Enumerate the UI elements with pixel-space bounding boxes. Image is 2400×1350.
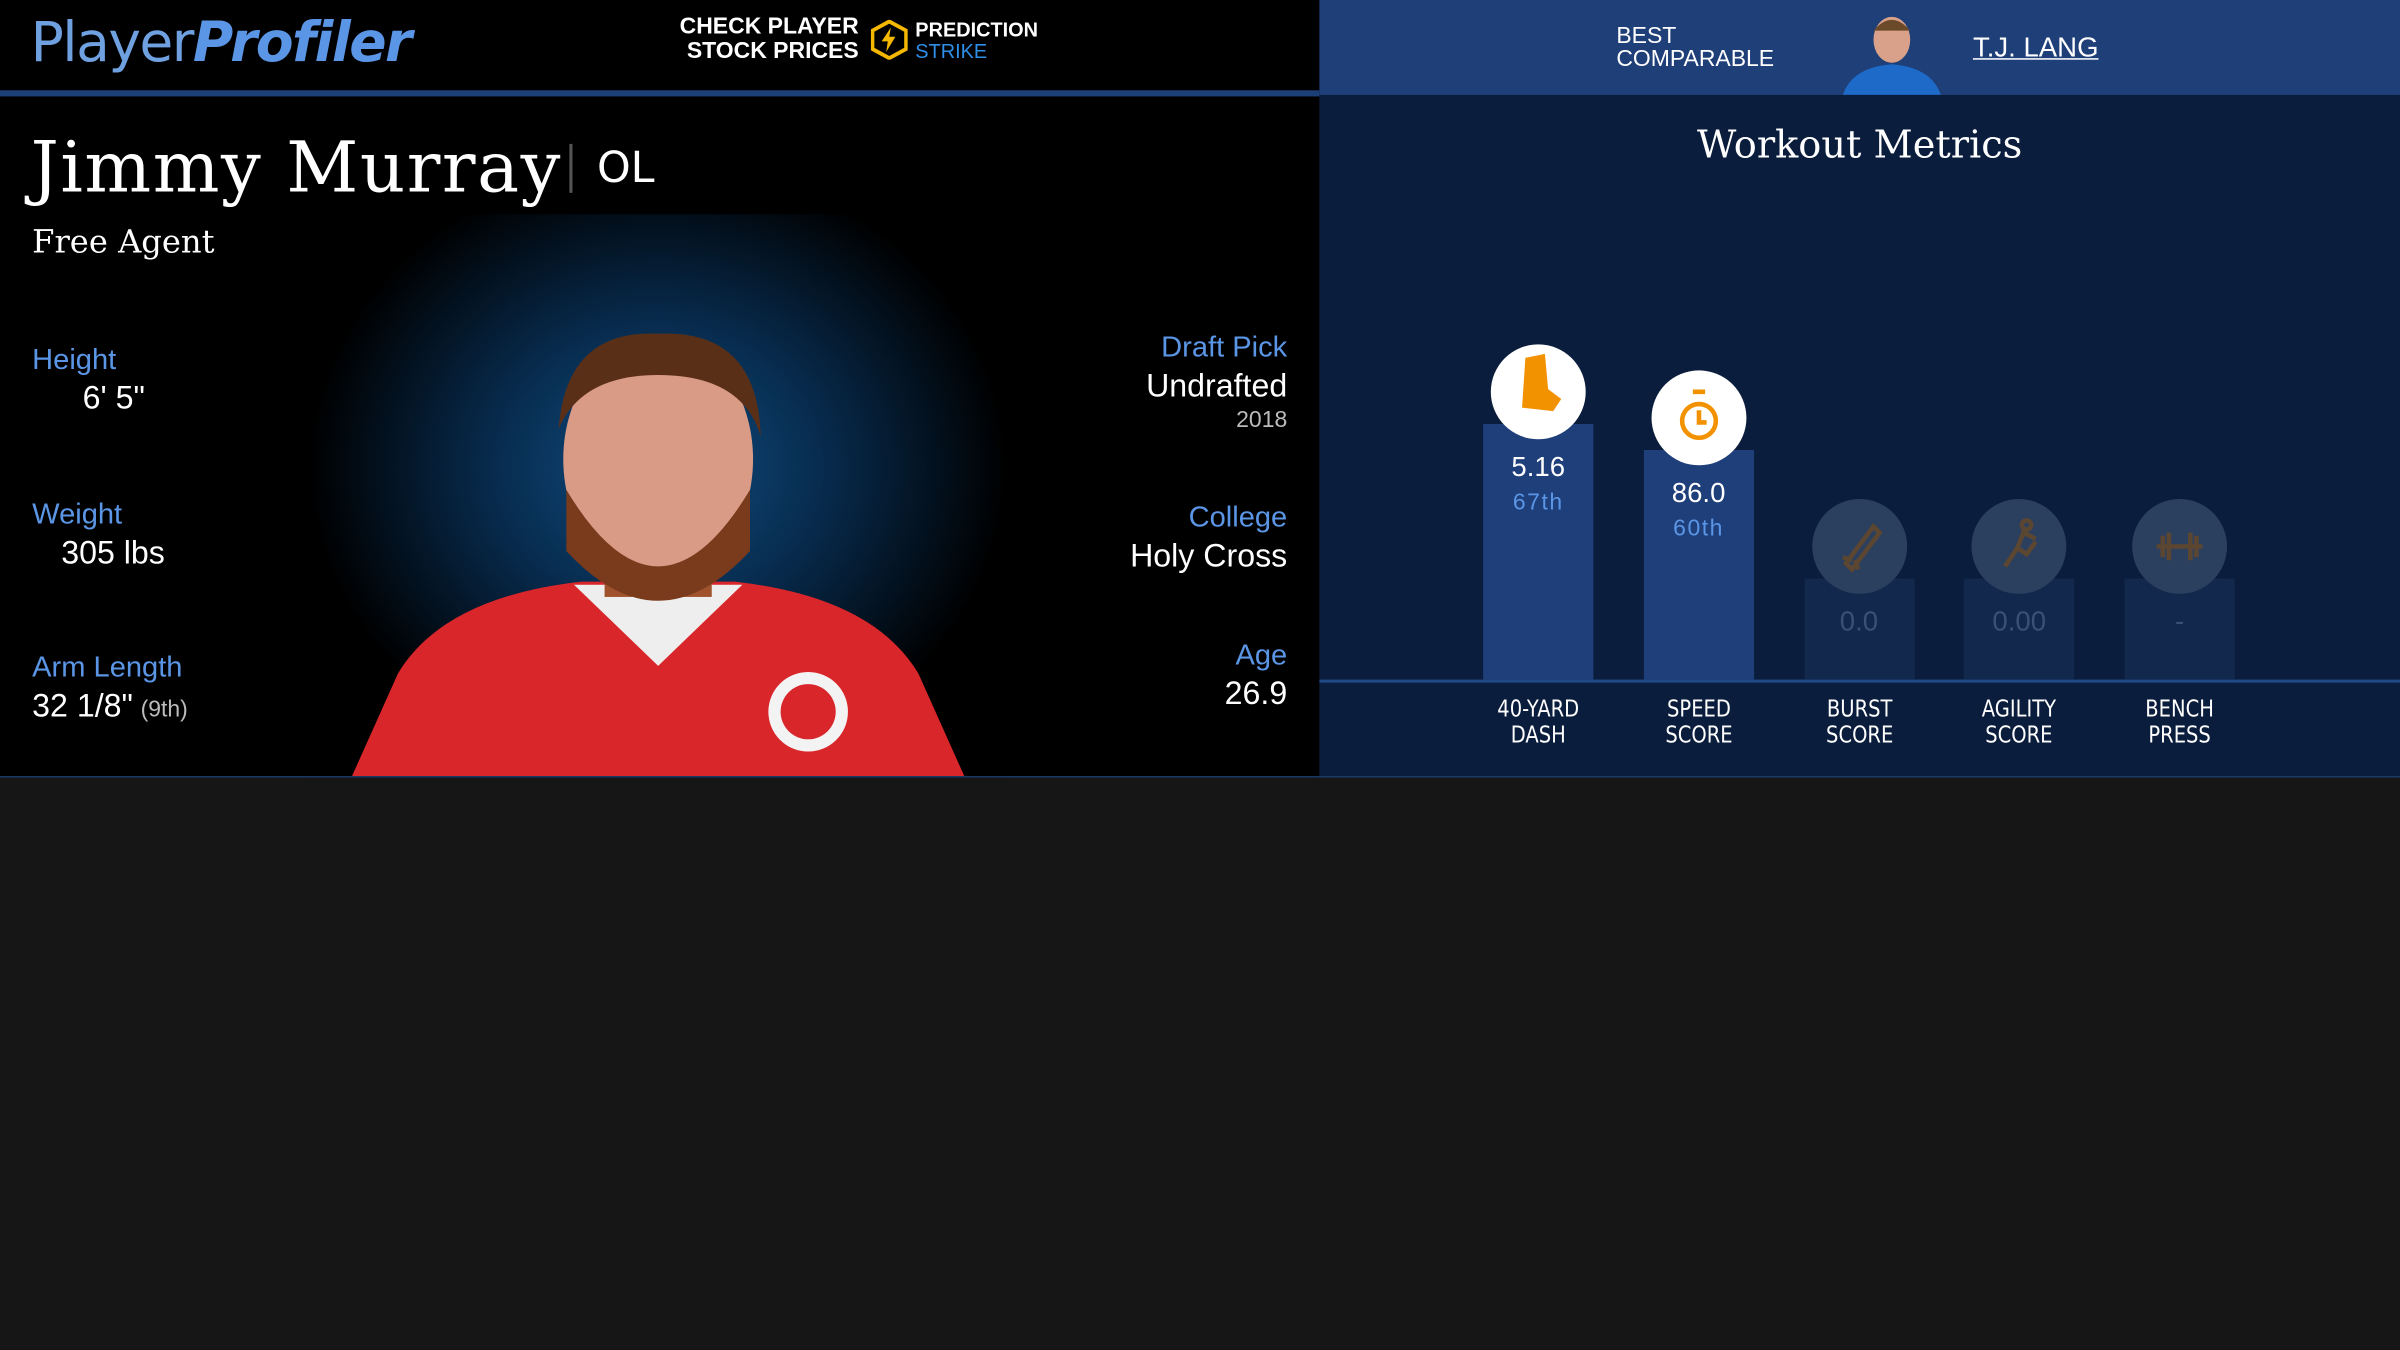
comparable-text: BEST: [1616, 22, 1677, 49]
metric-bar: [1643, 449, 1754, 680]
logo-text: Profiler: [192, 12, 412, 75]
metric-value: 0.0: [1839, 606, 1879, 637]
stat-value: 6' 5": [83, 381, 145, 418]
icon-glyph: [1679, 389, 1718, 440]
metric-label: SPEED SCORE: [1664, 694, 1733, 749]
metric-label: BENCH PRESS: [2145, 694, 2214, 749]
promo-text: CHECK PLAYER: [679, 13, 859, 40]
metric-icon: [1490, 343, 1586, 439]
icon-shape: [2156, 532, 2203, 561]
metric-bar: [1964, 578, 2075, 680]
promo-link[interactable]: CHECK PLAYER STOCK PRICES: [673, 13, 859, 65]
icon-shape: [1522, 353, 1562, 411]
comparable-text: COMPARABLE: [1616, 45, 1775, 72]
stat-label: Age: [1235, 639, 1288, 672]
icon-glyph: [1522, 353, 1562, 411]
metric-icon: [1971, 498, 2067, 594]
stat-value-text: 32 1/8": [32, 688, 133, 724]
icon-glyph: [2156, 532, 2203, 561]
divider: [569, 143, 573, 193]
metric-icon: [1811, 498, 1907, 594]
metric-bar: [2124, 578, 2235, 680]
brand[interactable]: PREDICTION STRIKE: [915, 18, 1039, 63]
comparable-name[interactable]: T.J. LANG: [1972, 32, 2099, 63]
metric-value: 5.16: [1511, 450, 1566, 482]
brand-text: PREDICTION: [915, 18, 1039, 42]
metric-percentile: 60th: [1673, 515, 1724, 542]
metric-label: 40-YARD DASH: [1497, 694, 1580, 749]
stat-value: Holy Cross: [1130, 538, 1288, 574]
comparable-label: BEST COMPARABLE: [1616, 24, 1774, 70]
stat-value: 32 1/8" (9th): [32, 689, 188, 726]
icon-shape: [2003, 518, 2038, 568]
brand-icon: [870, 19, 908, 60]
stat-label: Height: [32, 344, 117, 377]
workout-title: Workout Metrics: [1697, 122, 2023, 167]
player-photo: [352, 333, 965, 777]
player-status: Free Agent: [32, 223, 215, 261]
top-bar: [0, 0, 1320, 97]
stat-note: 2018: [1236, 407, 1288, 434]
stat-value: 26.9: [1224, 676, 1288, 712]
metric-value: -: [2174, 606, 2185, 637]
stat-value: Undrafted: [1146, 368, 1288, 405]
logo[interactable]: PlayerProfiler: [30, 12, 413, 75]
comparable-photo: [1842, 16, 1941, 95]
player-position: OL: [596, 142, 655, 193]
stat-value: 305 lbs: [61, 536, 165, 573]
stat-label: Arm Length: [32, 652, 183, 685]
metric-icon: [2132, 498, 2228, 594]
icon-glyph: [1841, 523, 1882, 573]
metric-label: BURST SCORE: [1825, 694, 1893, 749]
metric-value: 86.0: [1671, 477, 1726, 509]
metric-label: AGILITY SCORE: [1982, 694, 2057, 749]
metric-bar: [1803, 578, 1915, 680]
icon-shape: [1841, 523, 1882, 573]
icon-glyph: [2003, 518, 2038, 568]
stat-label: Draft Pick: [1161, 332, 1288, 365]
baseline: [1319, 679, 2400, 683]
metric-icon: [1651, 370, 1747, 466]
stat-value-text: 305 lbs: [61, 535, 165, 571]
stat-label: College: [1188, 502, 1288, 535]
stat-value-text: 6' 5": [82, 381, 145, 417]
metric-bar: [1483, 423, 1594, 680]
metric-percentile: 67th: [1512, 489, 1564, 516]
stat-note: (9th): [140, 696, 188, 723]
promo-text: STOCK PRICES: [686, 38, 859, 65]
icon-shape: [1679, 389, 1718, 440]
brand-text: STRIKE: [915, 39, 988, 63]
logo-text: Player: [30, 12, 195, 75]
metric-value: 0.00: [1992, 606, 2047, 637]
player-name: Jimmy Murray: [30, 125, 562, 209]
stat-label: Weight: [32, 498, 123, 532]
